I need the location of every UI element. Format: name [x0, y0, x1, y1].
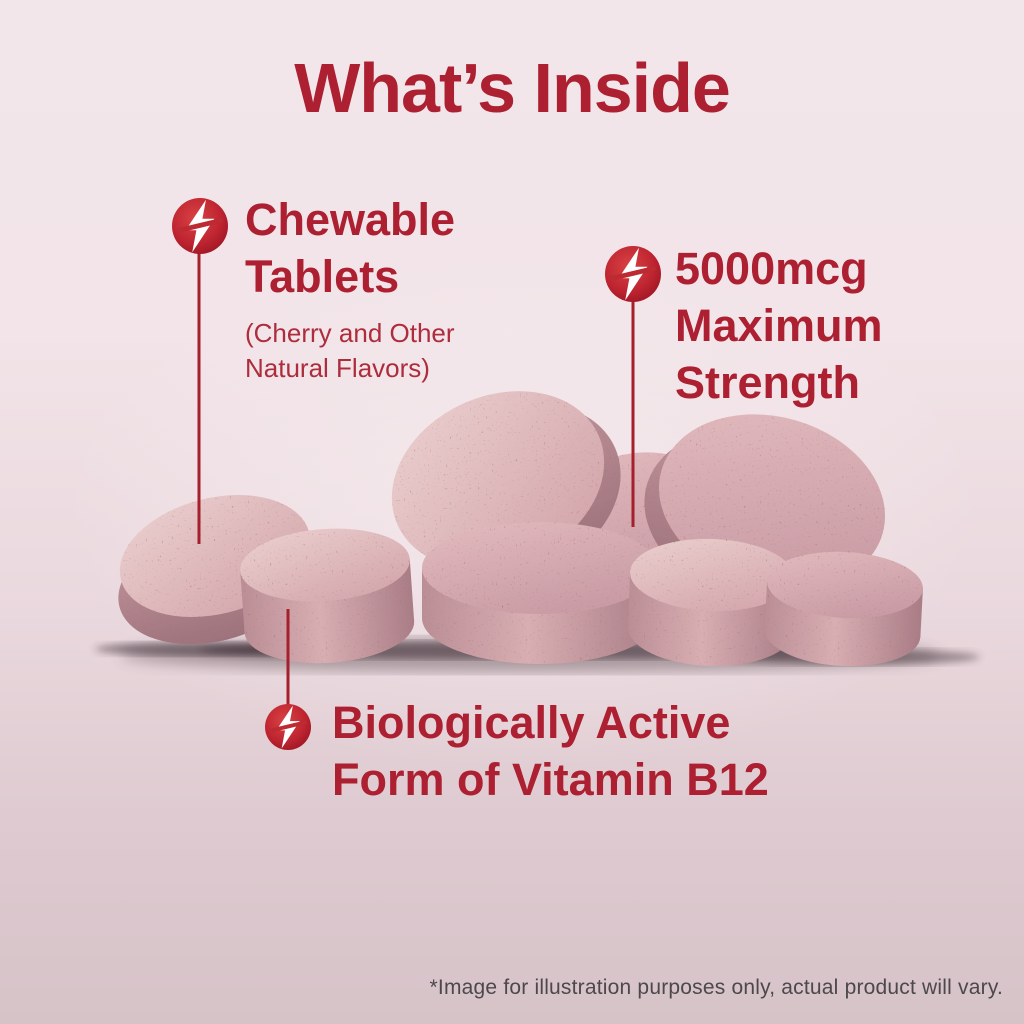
callout-heading-line: Form of Vitamin B12 [332, 754, 769, 805]
tablets-pile [118, 391, 923, 667]
tablet [628, 538, 794, 667]
lightning-bolt-icon [605, 246, 661, 302]
page-title: What’s Inside [294, 49, 731, 127]
callout-subtext-line: Natural Flavors) [245, 353, 430, 383]
callout-heading-line: 5000mcg [675, 243, 868, 294]
callout-heading-line: Chewable [245, 194, 456, 245]
callout-heading-line: Tablets [245, 251, 400, 302]
lightning-bolt-icon [265, 703, 311, 751]
disclaimer-text: *Image for illustration purposes only, a… [429, 976, 1003, 999]
callout-biologically-active: Biologically Active Form of Vitamin B12 [332, 694, 769, 808]
callout-chewable-tablets: Chewable Tablets (Cherry and Other Natur… [245, 191, 455, 386]
callout-subtext-line: (Cherry and Other [245, 318, 455, 348]
tablet [764, 551, 923, 667]
callout-heading-line: Maximum [675, 300, 883, 351]
callout-heading-line: Strength [675, 357, 860, 408]
leader-lines [197, 253, 635, 705]
callout-heading-line: Biologically Active [332, 697, 731, 748]
tablet [422, 522, 658, 664]
tablet [240, 528, 415, 664]
lightning-bolt-icon [172, 198, 228, 254]
callout-maximum-strength: 5000mcg Maximum Strength [675, 240, 883, 411]
